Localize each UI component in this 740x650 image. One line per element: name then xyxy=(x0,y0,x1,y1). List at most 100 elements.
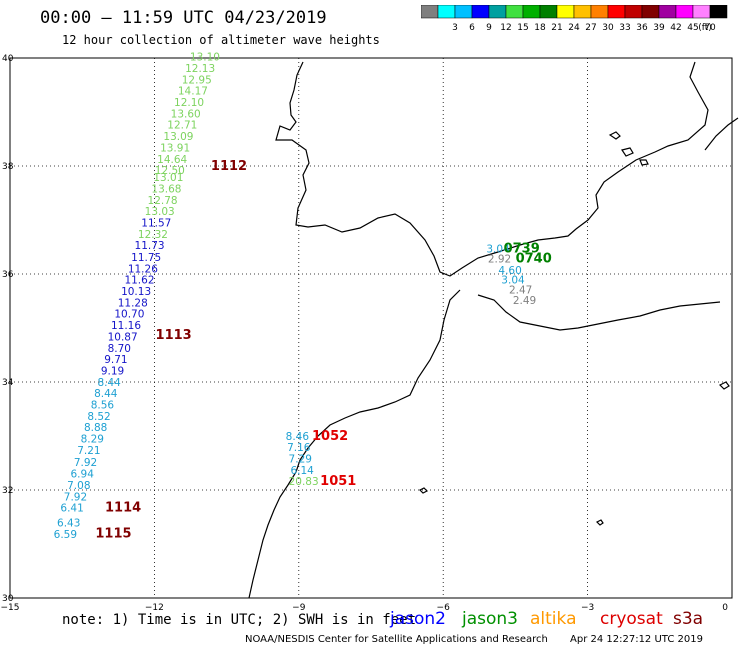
wave-height-value: 12.50 xyxy=(155,165,185,177)
legend-tick-label: 3 xyxy=(452,23,458,33)
credit-line: NOAA/NESDIS Center for Satellite Applica… xyxy=(245,634,548,645)
wave-height-value: 8.52 xyxy=(87,411,110,423)
legend-tick-label: 45 xyxy=(687,23,698,33)
latitude-label: 38 xyxy=(2,162,14,172)
wave-height-value: 13.03 xyxy=(145,206,175,218)
legend-s3a: s3a xyxy=(673,609,704,629)
generated-timestamp: Apr 24 12:27:12 UTC 2019 xyxy=(570,634,703,645)
latitude-label: 30 xyxy=(2,594,14,604)
legend-tick-label: 18 xyxy=(534,23,546,33)
iberia-coast xyxy=(275,61,709,277)
pass-time-label: 1115 xyxy=(95,527,131,542)
footer-note: note: 1) Time is in UTC; 2) SWH is in fe… xyxy=(62,612,417,628)
wave-height-value: 2.92 xyxy=(488,254,511,266)
latitude-label: 40 xyxy=(2,54,14,64)
wave-height-value: 3.04 xyxy=(501,275,525,287)
wave-height-value: 8.46 xyxy=(286,431,310,443)
island-4 xyxy=(418,487,429,494)
legend-tick-label: 6 xyxy=(469,23,475,33)
legend-jason2: jason2 xyxy=(390,609,446,629)
island-5 xyxy=(595,519,604,526)
legend-tick-label: 15 xyxy=(517,23,528,33)
latitude-label: 36 xyxy=(2,270,14,280)
wave-height-value: 7.29 xyxy=(289,453,312,465)
pass-time-label: 0739 xyxy=(504,241,540,256)
wave-height-value: 7.21 xyxy=(77,445,100,457)
wave-height-value: 8.70 xyxy=(108,343,131,355)
wave-height-value: 7.92 xyxy=(64,491,87,503)
wave-height-value: 6.59 xyxy=(54,529,77,541)
legend-tick-label: 42 xyxy=(670,23,681,33)
legend-tick-label: 24 xyxy=(568,23,580,33)
latitude-label: 34 xyxy=(2,378,14,388)
wave-height-value: 11.62 xyxy=(124,275,154,287)
wave-height-value: 2.47 xyxy=(509,284,532,296)
longitude-label: −3 xyxy=(581,603,594,613)
pass-time-label: 1051 xyxy=(320,474,356,489)
wave-height-value: 14.17 xyxy=(178,86,208,98)
wave-height-value: 20.83 xyxy=(289,476,319,488)
wave-height-value: 10.87 xyxy=(108,331,138,343)
wave-height-value: 14.64 xyxy=(157,154,187,166)
longitude-label: −6 xyxy=(437,603,451,613)
legend-cryosat: cryosat xyxy=(600,609,663,629)
longitude-label: −9 xyxy=(292,603,306,613)
map-frame xyxy=(9,57,733,599)
longitude-label: 0 xyxy=(722,603,728,613)
wave-height-value: 2.49 xyxy=(513,295,536,307)
wave-height-value: 11.26 xyxy=(128,263,158,275)
wave-height-value: 8.44 xyxy=(94,388,118,400)
legend-tick-label: 33 xyxy=(619,23,630,33)
wave-height-value: 6.43 xyxy=(57,518,80,530)
wave-height-value: 11.28 xyxy=(118,297,148,309)
wave-height-value: 13.68 xyxy=(151,183,181,195)
latitude-label: 32 xyxy=(2,486,13,496)
coastline xyxy=(248,61,739,599)
island-1 xyxy=(608,131,621,140)
spain-east-coast xyxy=(704,117,739,151)
wave-height-value: 12.13 xyxy=(185,63,215,75)
wave-height-value: 8.44 xyxy=(97,377,121,389)
legend-swatch xyxy=(709,5,728,19)
wave-height-color-legend: 3 6 9 12 15 18 21 24 27 30 33 36 39 42 45 70(ft) xyxy=(421,5,728,33)
wave-height-value: 8.88 xyxy=(84,422,107,434)
wave-height-value: 9.71 xyxy=(104,354,127,366)
legend-jason3: jason3 xyxy=(462,609,518,629)
pass-time-label: 0740 xyxy=(516,252,552,267)
wave-height-value: 11.75 xyxy=(131,252,161,264)
wave-height-value: 12.78 xyxy=(148,195,178,207)
wave-height-value: 6.14 xyxy=(290,465,314,477)
map-grid: 40 38 36 34 32 30−15 −12 −9 −6 −3 0 xyxy=(1,54,733,613)
wave-height-value: 9.19 xyxy=(101,365,124,377)
wave-height-value: 12.10 xyxy=(174,97,204,109)
legend-altika: altika xyxy=(530,609,577,629)
wave-height-value: 7.08 xyxy=(67,480,90,492)
wave-height-value: 13.01 xyxy=(153,172,183,184)
legend-unit-label: (ft) xyxy=(698,23,712,33)
island-6 xyxy=(718,381,730,390)
wave-height-value: 12.95 xyxy=(182,74,212,86)
legend-tick-label: 39 xyxy=(653,23,665,33)
pass-time-label: 1114 xyxy=(105,501,141,516)
africa-coast xyxy=(248,289,461,599)
wave-height-value: 3.04 xyxy=(486,243,510,255)
legend-tick-label: 9 xyxy=(486,23,492,33)
wave-height-value: 4.60 xyxy=(498,265,521,277)
pass-time-label: 1112 xyxy=(211,159,247,174)
legend-tick-label: 27 xyxy=(585,23,596,33)
wave-height-value: 8.29 xyxy=(81,433,104,445)
map-title: 00:00 – 11:59 UTC 04/23/2019 xyxy=(40,8,327,28)
wave-height-value: 13.10 xyxy=(190,52,220,64)
legend-tick-label: 12 xyxy=(500,23,511,33)
wave-height-value: 7.92 xyxy=(74,457,97,469)
longitude-label: −15 xyxy=(1,603,20,613)
wave-height-value: 7.16 xyxy=(287,442,311,454)
wave-height-value: 13.60 xyxy=(171,108,201,120)
wave-height-value: 6.94 xyxy=(71,469,95,481)
wave-height-value: 10.70 xyxy=(114,309,144,321)
wave-height-value: 13.09 xyxy=(163,131,193,143)
wave-height-value: 10.13 xyxy=(121,286,151,298)
wave-height-value: 11.73 xyxy=(135,240,165,252)
